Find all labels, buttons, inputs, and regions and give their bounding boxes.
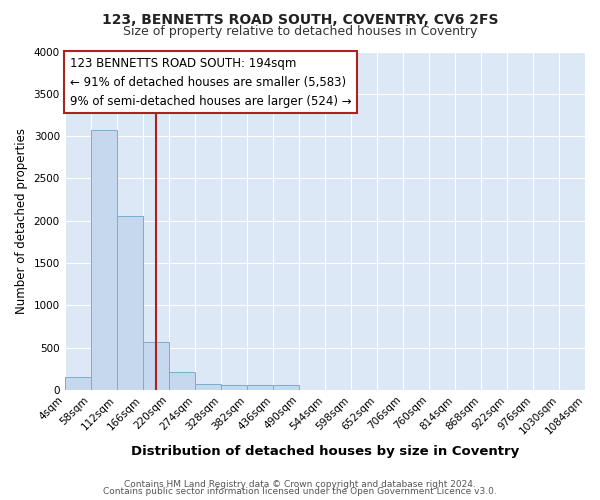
Bar bbox=[273, 385, 299, 390]
Bar bbox=[143, 342, 169, 390]
Y-axis label: Number of detached properties: Number of detached properties bbox=[15, 128, 28, 314]
Bar bbox=[65, 377, 91, 390]
Bar bbox=[91, 130, 117, 390]
Bar bbox=[221, 385, 247, 390]
Text: 123, BENNETTS ROAD SOUTH, COVENTRY, CV6 2FS: 123, BENNETTS ROAD SOUTH, COVENTRY, CV6 … bbox=[102, 12, 498, 26]
Bar bbox=[117, 216, 143, 390]
Bar bbox=[195, 384, 221, 390]
X-axis label: Distribution of detached houses by size in Coventry: Distribution of detached houses by size … bbox=[131, 444, 519, 458]
Bar bbox=[169, 372, 195, 390]
Text: 123 BENNETTS ROAD SOUTH: 194sqm
← 91% of detached houses are smaller (5,583)
9% : 123 BENNETTS ROAD SOUTH: 194sqm ← 91% of… bbox=[70, 56, 352, 108]
Text: Contains public sector information licensed under the Open Government Licence v3: Contains public sector information licen… bbox=[103, 488, 497, 496]
Text: Contains HM Land Registry data © Crown copyright and database right 2024.: Contains HM Land Registry data © Crown c… bbox=[124, 480, 476, 489]
Bar bbox=[247, 385, 273, 390]
Text: Size of property relative to detached houses in Coventry: Size of property relative to detached ho… bbox=[123, 25, 477, 38]
